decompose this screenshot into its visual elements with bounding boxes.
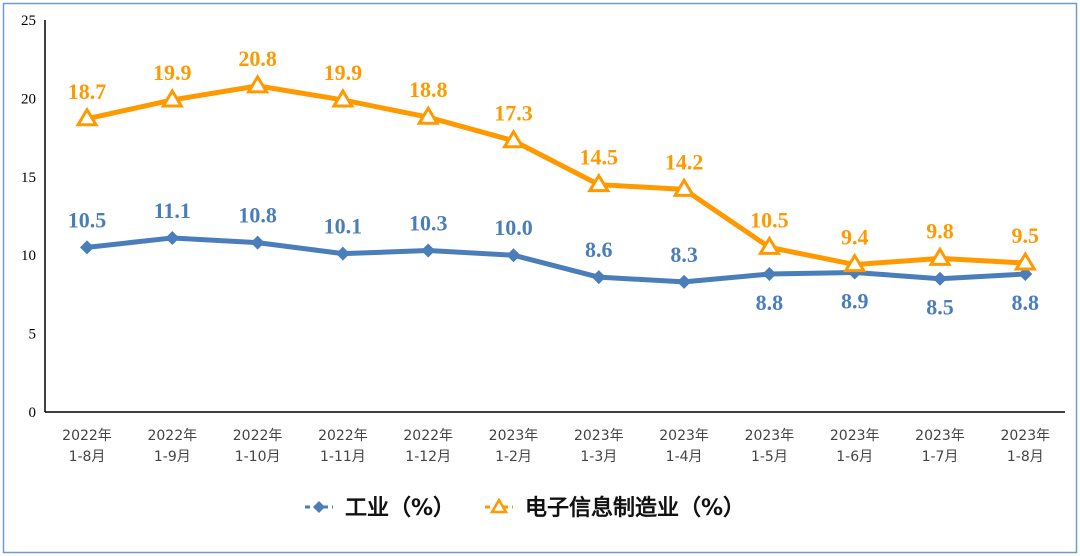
data-point-triangle (331, 88, 355, 108)
x-tick-label: 1-8月 (69, 449, 106, 465)
data-label: 10.5 (750, 207, 789, 232)
legend-label: 工业（%） (345, 496, 455, 521)
data-point-triangle (75, 106, 99, 127)
data-point-diamond (506, 248, 521, 263)
x-tick-label: 2022年 (318, 428, 368, 444)
data-label: 9.8 (926, 218, 954, 243)
x-tick-label: 2023年 (574, 428, 624, 444)
data-point-triangle (160, 88, 184, 108)
data-label: 14.2 (665, 149, 704, 174)
data-label: 10.8 (238, 203, 277, 228)
data-point-triangle (416, 105, 440, 125)
x-tick-label: 1-5月 (751, 449, 788, 465)
data-point-diamond (762, 267, 777, 282)
data-label: 10.3 (409, 210, 448, 235)
data-label: 17.3 (494, 101, 533, 126)
y-tick-label: 20 (21, 91, 36, 107)
data-label: 19.9 (324, 60, 363, 85)
x-tick-label: 2023年 (489, 428, 539, 444)
data-point-triangle (757, 235, 782, 255)
data-label: 9.4 (841, 225, 869, 250)
data-point-triangle (1013, 251, 1037, 271)
x-tick-label: 1-8月 (1007, 449, 1044, 465)
x-tick-label: 1-3月 (580, 449, 617, 465)
data-point-diamond (335, 246, 350, 261)
x-tick-label: 1-11月 (320, 449, 366, 465)
series-line-0 (86, 235, 1026, 285)
data-label: 20.8 (238, 46, 277, 71)
x-tick-label: 1-2月 (495, 449, 532, 465)
x-tick-label: 2022年 (62, 428, 112, 444)
x-tick-label: 2023年 (745, 428, 795, 444)
data-label: 8.8 (1012, 290, 1040, 315)
data-point-triangle (245, 73, 270, 94)
data-label: 14.5 (580, 145, 619, 170)
x-tick-label: 2022年 (147, 428, 197, 444)
series-line-1 (86, 83, 1026, 268)
data-label: 10.5 (68, 207, 107, 232)
data-point-triangle (501, 128, 526, 149)
data-point-diamond (250, 235, 265, 250)
x-tick-label: 2023年 (915, 428, 965, 444)
data-label: 19.9 (153, 60, 192, 85)
data-point-triangle (843, 252, 867, 273)
data-label: 8.3 (670, 242, 698, 267)
x-tick-label: 1-12月 (405, 449, 451, 465)
data-point-diamond (421, 243, 436, 258)
x-tick-label: 2022年 (233, 428, 283, 444)
x-tick-label: 1-7月 (922, 449, 959, 465)
data-point-diamond (677, 274, 692, 289)
data-label: 8.6 (585, 237, 613, 262)
x-tick-label: 1-9月 (154, 449, 191, 465)
x-tick-label: 2023年 (830, 428, 880, 444)
data-label: 8.5 (926, 295, 954, 320)
y-tick-label: 5 (29, 327, 37, 343)
x-tick-label: 1-10月 (235, 449, 281, 465)
data-point-triangle (587, 172, 611, 193)
data-point-diamond (165, 230, 180, 245)
x-tick-label: 2023年 (1000, 428, 1050, 444)
legend-triangle-icon (489, 497, 509, 514)
y-tick-label: 0 (29, 405, 37, 421)
x-tick-label: 1-4月 (666, 449, 703, 465)
data-point-triangle (928, 246, 952, 266)
x-tick-label: 2022年 (403, 428, 453, 444)
data-point-diamond (80, 240, 94, 255)
data-point-diamond (591, 270, 606, 285)
y-tick-label: 10 (21, 248, 36, 264)
legend-label: 电子信息制造业（%） (525, 495, 745, 521)
data-label: 10.0 (494, 215, 533, 240)
data-label: 8.8 (756, 290, 784, 315)
y-tick-label: 25 (21, 13, 36, 29)
data-label: 18.8 (409, 77, 448, 102)
data-label: 10.1 (324, 214, 363, 239)
data-label: 11.1 (154, 198, 191, 223)
x-tick-label: 2023年 (659, 428, 709, 444)
data-label: 8.9 (841, 288, 869, 313)
legend-diamond-icon (313, 501, 325, 513)
y-tick-label: 15 (21, 170, 36, 186)
data-point-triangle (672, 177, 696, 197)
data-point-diamond (933, 271, 947, 286)
data-label: 18.7 (68, 79, 107, 104)
x-tick-label: 1-6月 (836, 449, 873, 465)
data-label: 9.5 (1012, 223, 1040, 248)
